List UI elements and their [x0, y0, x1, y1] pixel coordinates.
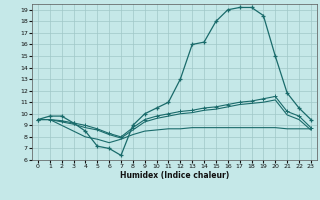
X-axis label: Humidex (Indice chaleur): Humidex (Indice chaleur): [120, 171, 229, 180]
